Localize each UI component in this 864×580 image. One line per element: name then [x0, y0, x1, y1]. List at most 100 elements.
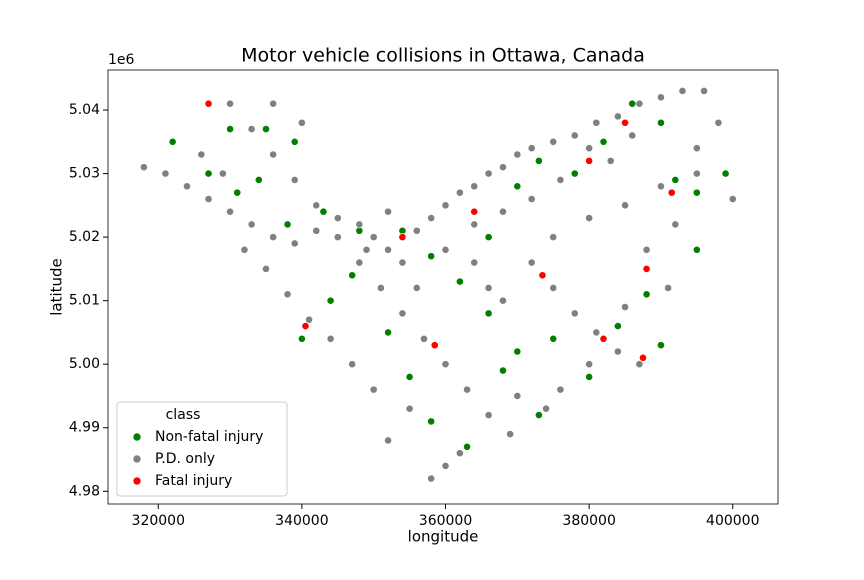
point	[692, 245, 701, 254]
point	[542, 404, 550, 413]
point	[642, 290, 651, 299]
legend-title: class	[166, 407, 201, 423]
point	[549, 334, 558, 343]
legend-marker	[132, 454, 142, 464]
x-tick-label: 380000	[562, 513, 615, 529]
point	[355, 220, 364, 229]
point	[441, 245, 450, 254]
point	[297, 118, 306, 127]
point	[592, 328, 601, 337]
point	[305, 315, 313, 324]
point	[226, 125, 234, 133]
y-axis-label: latitude	[48, 258, 66, 316]
point	[441, 201, 450, 210]
point	[484, 169, 493, 178]
point	[499, 163, 507, 172]
point	[549, 137, 558, 146]
point	[197, 150, 206, 159]
point	[455, 449, 464, 458]
point	[585, 360, 594, 369]
point	[362, 245, 371, 254]
legend-box	[116, 401, 288, 497]
point	[369, 233, 378, 242]
point	[534, 156, 543, 165]
point	[499, 207, 507, 216]
point	[728, 195, 737, 203]
point	[455, 277, 464, 286]
point	[592, 118, 601, 127]
point	[628, 99, 637, 108]
point	[513, 347, 522, 356]
point	[549, 233, 558, 242]
point	[599, 137, 608, 146]
point	[714, 118, 723, 127]
legend-label: P.D. only	[155, 451, 215, 467]
point	[269, 233, 278, 242]
x-tick-label: 360000	[419, 513, 472, 529]
point	[290, 137, 299, 146]
y-offset-label: 1e6	[108, 52, 135, 68]
point	[484, 284, 493, 292]
point	[312, 226, 321, 235]
point	[384, 245, 392, 254]
point	[678, 87, 687, 95]
point	[585, 144, 594, 153]
point	[470, 182, 479, 191]
point	[283, 290, 292, 299]
point	[585, 156, 594, 165]
point	[262, 125, 270, 133]
point	[671, 176, 680, 184]
point	[420, 334, 428, 343]
point	[513, 150, 522, 159]
point	[384, 436, 392, 445]
point	[621, 303, 629, 311]
x-tick-label: 340000	[275, 513, 328, 529]
point	[570, 131, 579, 140]
point	[140, 163, 148, 172]
point	[570, 309, 579, 318]
point	[427, 417, 436, 426]
point	[254, 176, 263, 184]
point	[484, 233, 493, 242]
point	[463, 442, 471, 451]
point	[283, 220, 292, 229]
x-axis-label: longitude	[408, 528, 479, 546]
point	[635, 99, 644, 108]
x-tick-label: 400000	[706, 513, 759, 529]
plot-frame	[107, 69, 779, 505]
x-tick-label: 320000	[132, 513, 185, 529]
point	[441, 360, 450, 369]
point	[412, 226, 421, 235]
point	[470, 207, 479, 216]
point	[639, 353, 647, 362]
point	[430, 341, 439, 350]
point	[721, 169, 730, 178]
point	[527, 258, 536, 267]
point	[667, 188, 676, 197]
point	[247, 125, 256, 133]
point	[441, 461, 450, 470]
point	[538, 271, 547, 280]
y-tick-label: 4.99	[69, 420, 100, 436]
point	[657, 341, 665, 350]
point	[527, 144, 536, 153]
point	[657, 182, 665, 191]
point	[506, 430, 515, 439]
point	[412, 284, 421, 292]
point	[621, 201, 629, 210]
point	[556, 385, 565, 394]
point	[549, 284, 558, 292]
point	[290, 176, 299, 184]
point	[348, 271, 357, 280]
point	[398, 233, 407, 242]
point	[628, 131, 637, 140]
point	[405, 404, 414, 413]
point	[398, 309, 407, 318]
point	[642, 245, 651, 254]
point	[513, 392, 522, 400]
point	[513, 182, 522, 191]
point	[269, 99, 278, 108]
point	[348, 360, 357, 369]
point	[692, 144, 701, 153]
legend-marker	[132, 476, 142, 486]
